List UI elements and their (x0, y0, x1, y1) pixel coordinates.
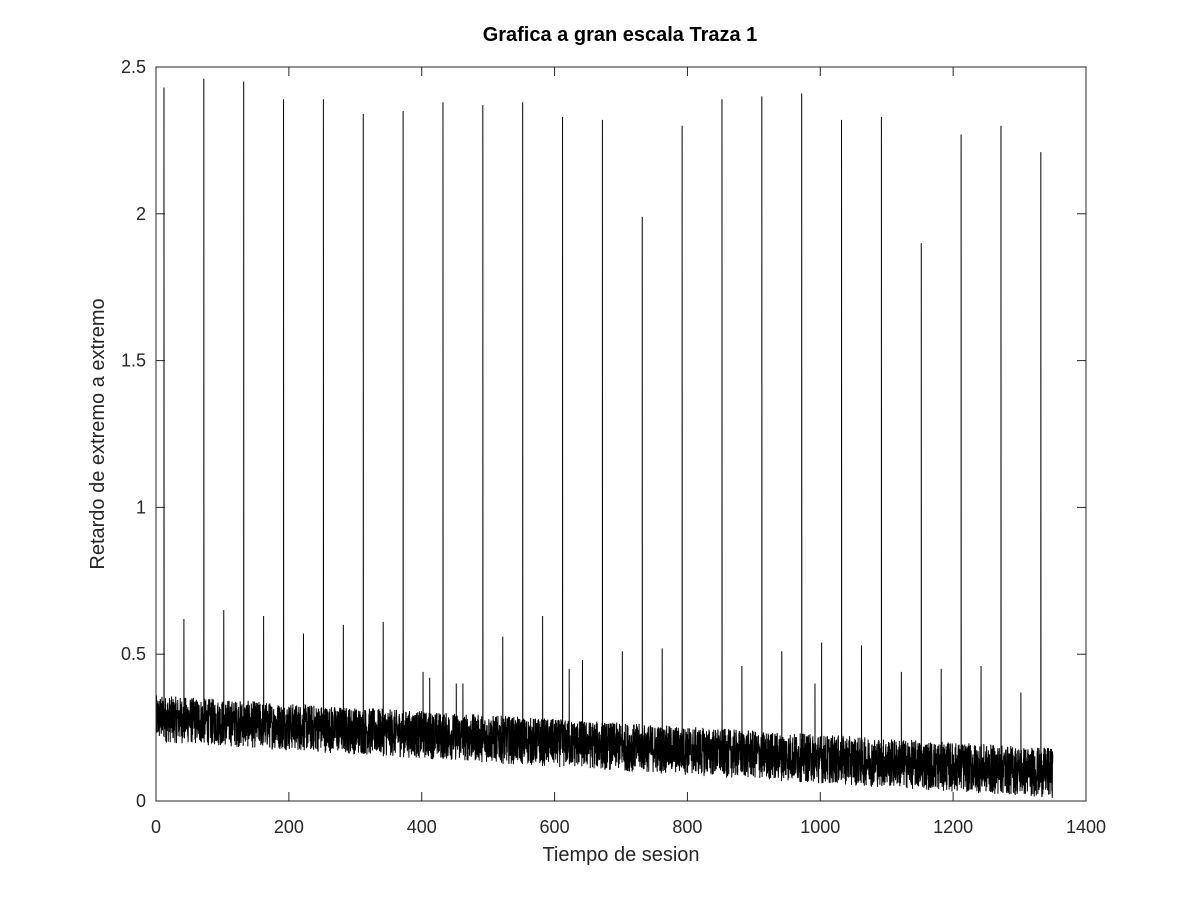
x-tick-label: 0 (151, 817, 161, 837)
y-tick-label: 2 (136, 204, 146, 224)
x-tick-label: 1000 (800, 817, 840, 837)
x-tick-label: 1200 (933, 817, 973, 837)
y-tick-label: 1.5 (121, 351, 146, 371)
chart-title: Grafica a gran escala Traza 1 (483, 24, 758, 46)
axes-box (155, 66, 1087, 802)
ticks-layer: 0 200 400 600 800 1000 1200 1400 0 0.5 1 1.5 2 2.5 (121, 57, 1106, 837)
x-tick-label: 600 (540, 817, 570, 837)
x-axis-label: Tiempo de sesion (542, 844, 699, 866)
y-tick-label: 0.5 (121, 644, 146, 664)
x-tick-label: 800 (672, 817, 702, 837)
x-tick-label: 200 (274, 817, 304, 837)
x-tick-label: 400 (407, 817, 437, 837)
series-line (155, 78, 1054, 798)
y-tick-label: 1 (136, 497, 146, 517)
y-axis-label: Retardo de extremo a extremo (87, 298, 109, 569)
x-tick-label: 1400 (1066, 817, 1106, 837)
y-tick-label: 2.5 (121, 57, 146, 77)
axes-border (155, 66, 1087, 802)
y-tick-label: 0 (136, 791, 146, 811)
series-layer (155, 78, 1054, 798)
